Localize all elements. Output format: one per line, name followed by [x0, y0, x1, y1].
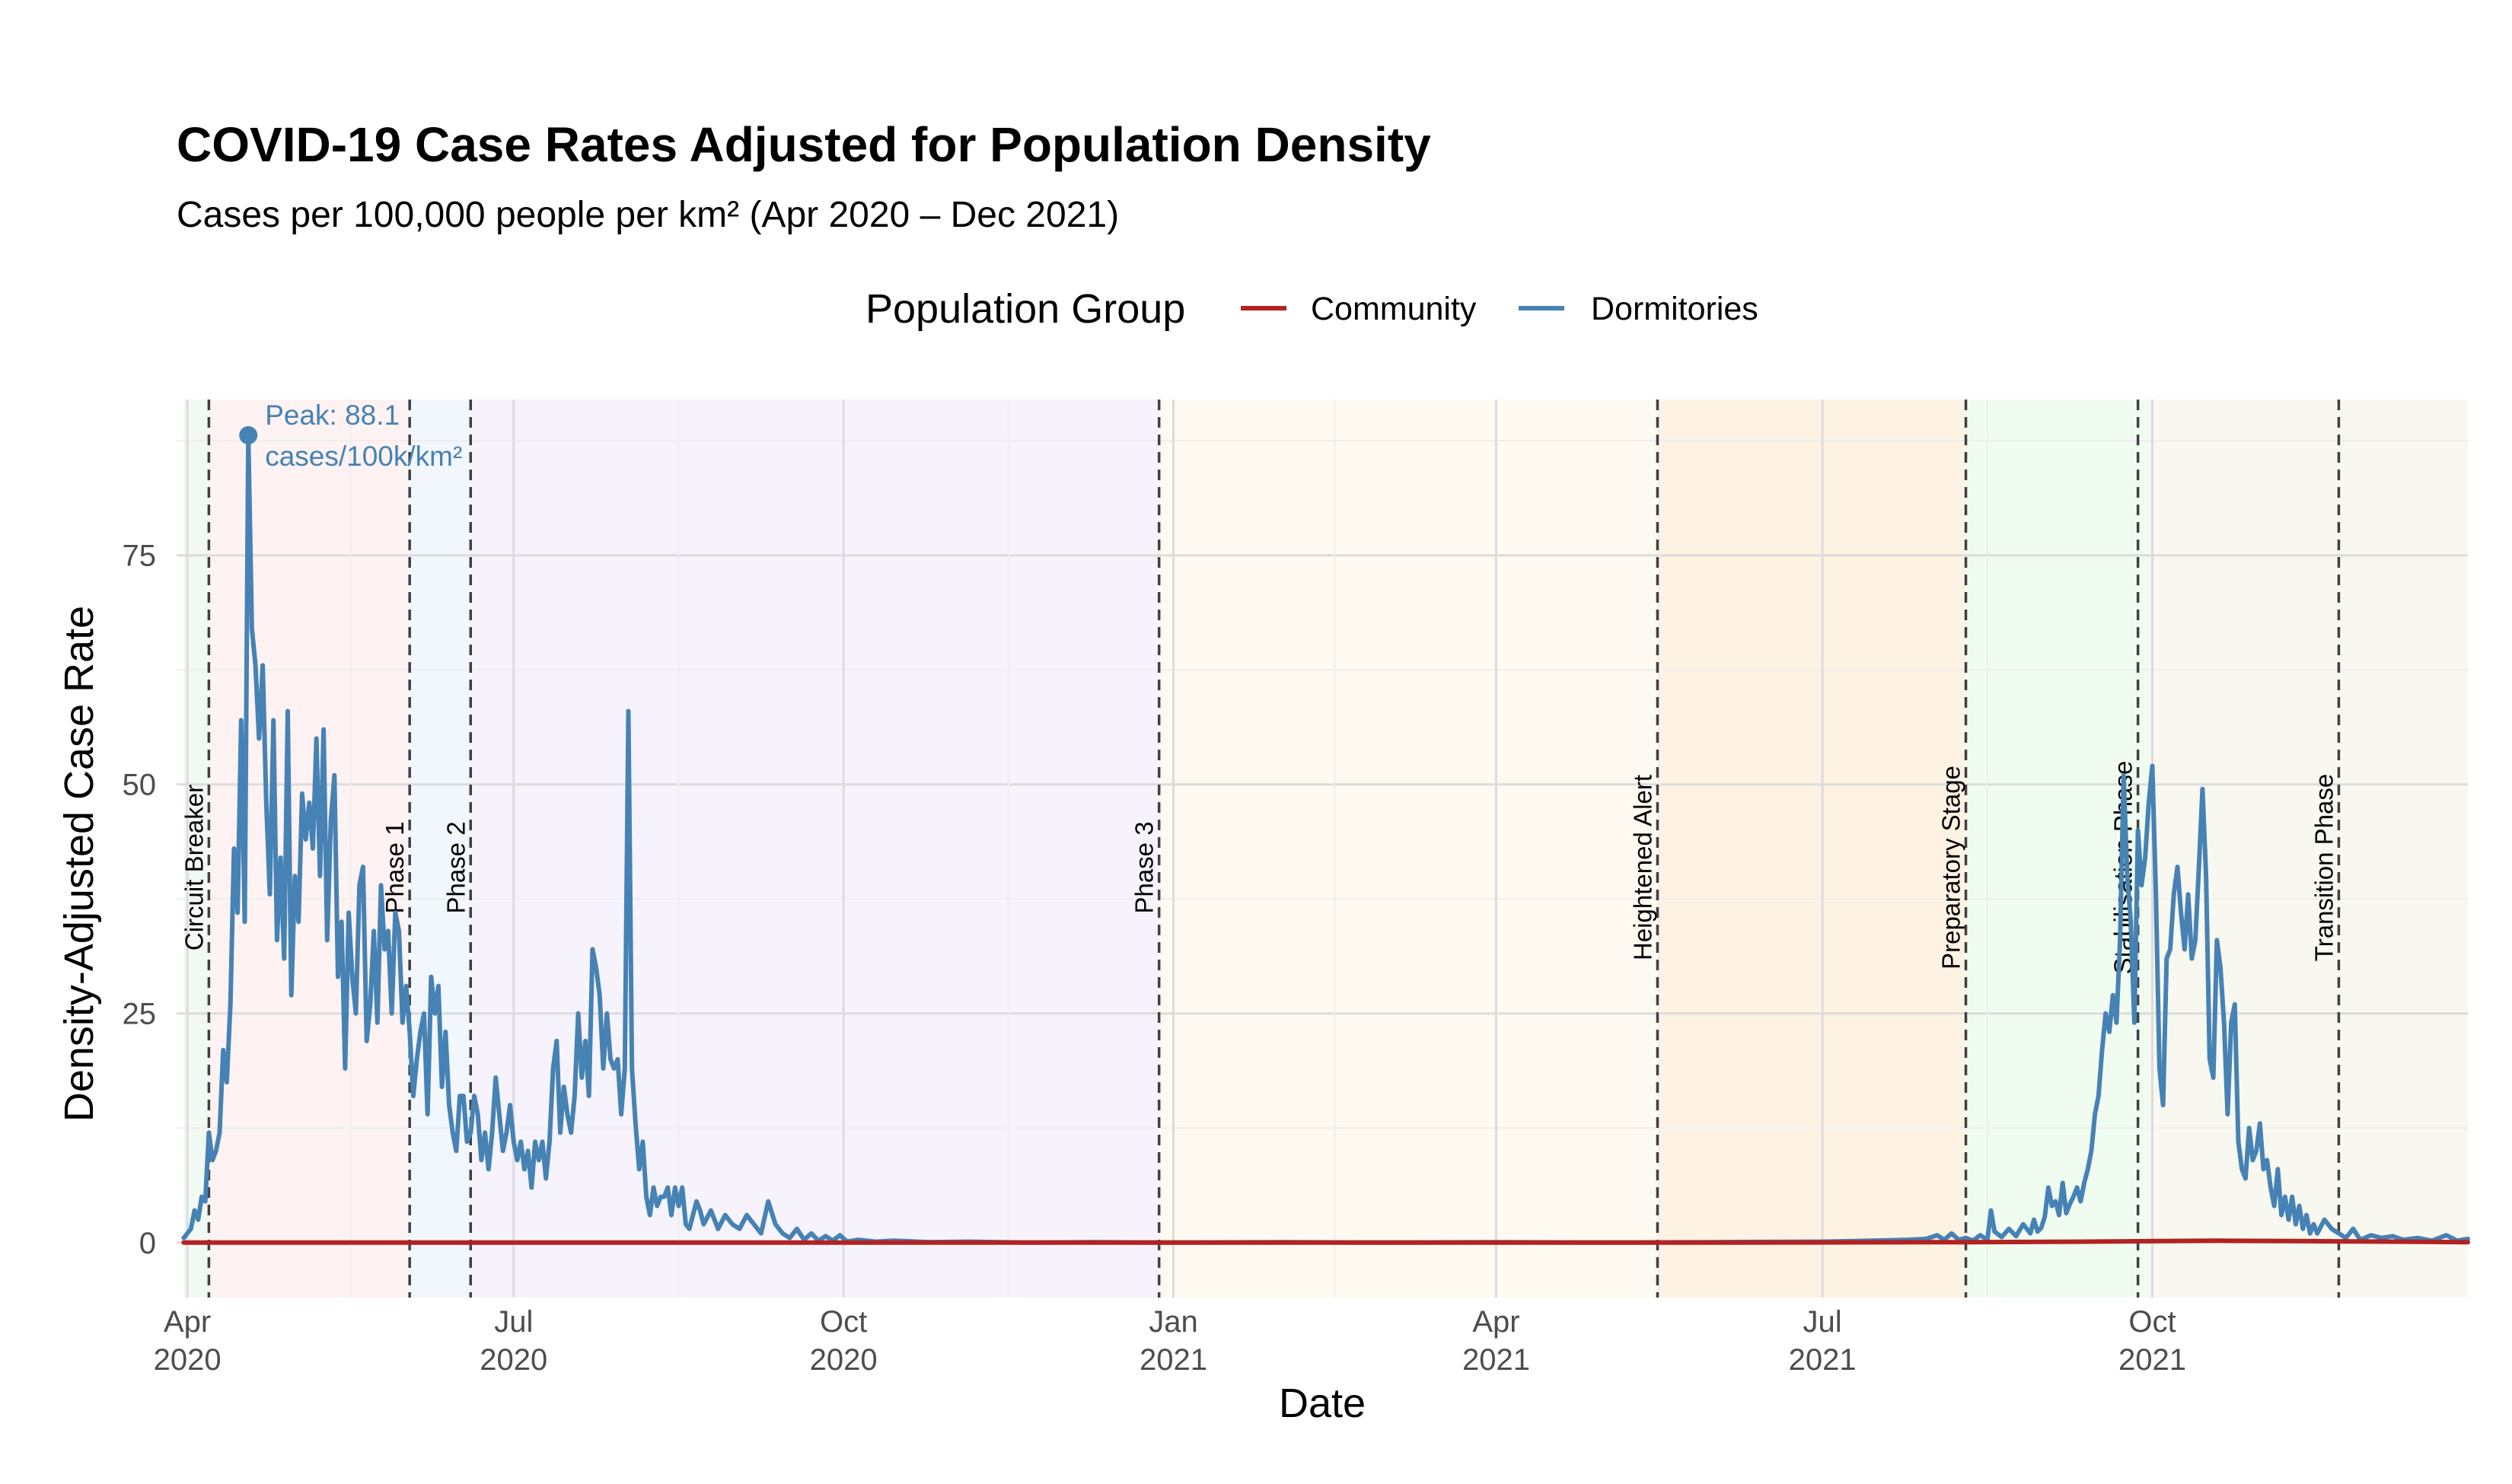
peak-annotation-line1: Peak: 88.1 [265, 400, 400, 431]
phase-label: Phase 1 [381, 821, 409, 913]
x-tick-label: Apr 2021 [1462, 1305, 1530, 1377]
x-tick-label: Jan 2021 [1140, 1305, 1207, 1377]
peak-annotation-line2: cases/100k/km² [265, 441, 462, 472]
y-tick-label: 50 [123, 769, 157, 802]
phase-label: Phase 2 [442, 821, 470, 913]
peak-marker [239, 425, 258, 444]
phase-band [406, 400, 471, 1298]
y-tick-label: 0 [139, 1227, 156, 1260]
phase-band [470, 400, 1159, 1298]
chart-title: COVID-19 Case Rates Adjusted for Populat… [177, 117, 1431, 172]
legend-label-dormitories: Dormitories [1591, 291, 1758, 327]
series-line-community [181, 1238, 2470, 1245]
y-axis-ticks: 0 25 50 75 [123, 540, 157, 1260]
x-axis-ticks: Apr 2020 Jul 2020 Oct 2020 Jan 2021 Apr 2021 Jul 20… [154, 1305, 2186, 1377]
x-tick-label: Jul 2020 [480, 1305, 547, 1377]
phase-band [1657, 400, 1966, 1298]
legend-label-community: Community [1311, 291, 1477, 327]
x-axis-title: Date [1279, 1381, 1366, 1426]
x-tick-label: Jul 2021 [1789, 1305, 1857, 1377]
series-line-dormitories [181, 433, 2470, 1245]
phase-band [2148, 400, 2468, 1298]
chart-subtitle: Cases per 100,000 people per km² (Apr 20… [177, 195, 1119, 235]
phase-label: Phase 3 [1130, 821, 1159, 913]
y-tick-label: 75 [123, 540, 157, 573]
x-tick-label: Apr 2020 [154, 1305, 222, 1377]
phase-label: Circuit Breaker [180, 785, 208, 951]
phase-label: Heightened Alert [1628, 775, 1656, 960]
x-tick-label: Oct 2021 [2118, 1305, 2186, 1377]
phase-label: Transition Phase [2310, 774, 2338, 961]
y-axis-title: Density-Adjusted Case Rate [56, 606, 102, 1122]
legend: Population Group Community Dormitories [865, 286, 1758, 332]
legend-title: Population Group [865, 286, 1185, 332]
phase-label: Preparatory Stage [1937, 766, 1965, 970]
phase-band [1965, 400, 2149, 1298]
x-tick-label: Oct 2020 [810, 1305, 878, 1377]
phase-band [1159, 400, 1658, 1298]
y-tick-label: 25 [123, 998, 157, 1031]
phase-bands [183, 400, 2468, 1298]
